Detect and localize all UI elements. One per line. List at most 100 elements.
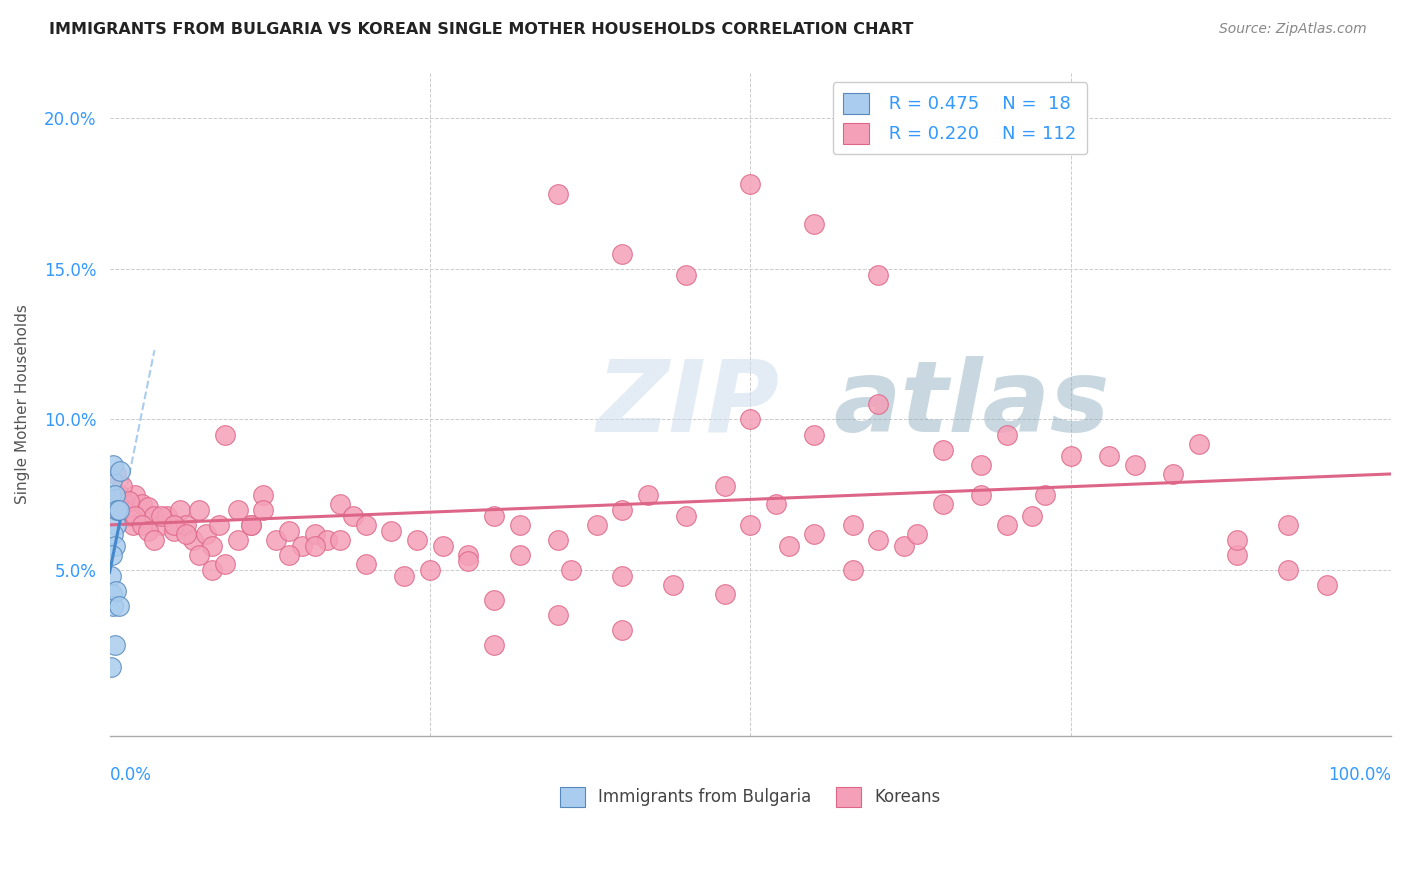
Point — [482, 593, 505, 607]
Point — [104, 503, 127, 517]
Point — [136, 524, 159, 538]
Point — [842, 563, 865, 577]
Point — [662, 578, 685, 592]
Point — [1277, 518, 1299, 533]
Point — [201, 539, 224, 553]
Point — [560, 563, 582, 577]
Point — [713, 479, 735, 493]
Point — [1226, 548, 1249, 562]
Point — [842, 518, 865, 533]
Point — [316, 533, 339, 547]
Point — [131, 497, 153, 511]
Point — [482, 508, 505, 523]
Point — [226, 533, 249, 547]
Point — [304, 527, 326, 541]
Point — [1033, 488, 1056, 502]
Point — [104, 584, 127, 599]
Point — [149, 518, 172, 533]
Point — [107, 599, 129, 614]
Point — [105, 503, 128, 517]
Point — [1098, 449, 1121, 463]
Point — [1316, 578, 1339, 592]
Point — [239, 518, 262, 533]
Point — [675, 268, 697, 282]
Point — [931, 442, 953, 457]
Point — [207, 518, 229, 533]
Point — [1188, 436, 1211, 450]
Point — [163, 518, 186, 533]
Point — [995, 518, 1018, 533]
Point — [970, 458, 993, 472]
Point — [104, 467, 127, 481]
Point — [1021, 508, 1043, 523]
Point — [868, 268, 890, 282]
Point — [100, 488, 122, 502]
Point — [100, 659, 122, 673]
Point — [143, 508, 166, 523]
Point — [675, 508, 697, 523]
Point — [354, 557, 377, 571]
Point — [100, 569, 122, 583]
Text: 100.0%: 100.0% — [1329, 765, 1391, 784]
Point — [188, 548, 211, 562]
Point — [176, 518, 198, 533]
Point — [163, 524, 186, 538]
Text: ZIP: ZIP — [596, 356, 779, 453]
Point — [970, 488, 993, 502]
Point — [201, 563, 224, 577]
Point — [239, 518, 262, 533]
Point — [329, 533, 352, 547]
Text: 0.0%: 0.0% — [110, 765, 152, 784]
Point — [188, 503, 211, 517]
Point — [278, 524, 301, 538]
Point — [118, 508, 141, 523]
Point — [124, 508, 146, 523]
Point — [304, 539, 326, 553]
Point — [547, 533, 569, 547]
Point — [419, 563, 441, 577]
Point — [610, 503, 633, 517]
Point — [121, 518, 143, 533]
Point — [278, 548, 301, 562]
Point — [214, 557, 236, 571]
Point — [893, 539, 915, 553]
Point — [103, 527, 125, 541]
Point — [104, 639, 127, 653]
Text: Source: ZipAtlas.com: Source: ZipAtlas.com — [1219, 22, 1367, 37]
Point — [803, 217, 825, 231]
Point — [482, 639, 505, 653]
Point — [765, 497, 787, 511]
Legend: Immigrants from Bulgaria, Koreans: Immigrants from Bulgaria, Koreans — [553, 780, 948, 814]
Point — [585, 518, 607, 533]
Point — [156, 508, 179, 523]
Point — [394, 569, 416, 583]
Point — [380, 524, 402, 538]
Point — [1123, 458, 1146, 472]
Point — [740, 412, 762, 426]
Point — [169, 503, 191, 517]
Point — [509, 518, 531, 533]
Point — [118, 493, 141, 508]
Point — [108, 488, 131, 502]
Point — [108, 464, 131, 478]
Point — [740, 518, 762, 533]
Point — [547, 608, 569, 623]
Point — [406, 533, 429, 547]
Point — [103, 599, 125, 614]
Text: atlas: atlas — [834, 356, 1111, 453]
Point — [176, 527, 198, 541]
Point — [111, 479, 134, 493]
Point — [713, 587, 735, 601]
Point — [610, 246, 633, 260]
Point — [1226, 533, 1249, 547]
Point — [637, 488, 659, 502]
Point — [104, 488, 127, 502]
Point — [803, 427, 825, 442]
Point — [101, 587, 124, 601]
Point — [136, 500, 159, 514]
Point — [264, 533, 287, 547]
Y-axis label: Single Mother Households: Single Mother Households — [15, 304, 30, 504]
Point — [1161, 467, 1184, 481]
Point — [194, 527, 217, 541]
Point — [124, 488, 146, 502]
